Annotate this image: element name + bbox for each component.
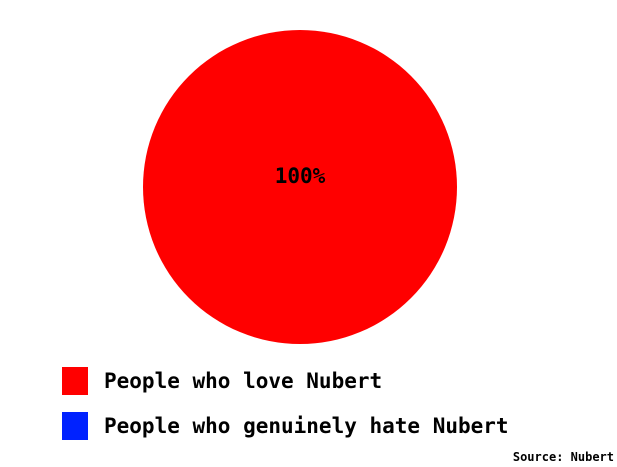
legend-item-love: People who love Nubert: [62, 366, 382, 396]
pie-slice-0: [143, 30, 457, 344]
source-note: Source: Nubert: [512, 450, 614, 464]
legend-item-hate: People who genuinely hate Nubert: [62, 411, 509, 441]
legend-label-hate: People who genuinely hate Nubert: [104, 414, 509, 438]
legend-label-love: People who love Nubert: [104, 369, 383, 393]
legend-swatch-hate: [62, 412, 88, 440]
pie-data-label-0: 100%: [275, 164, 326, 188]
pie-data-labels: 100%: [275, 164, 326, 188]
legend-swatch-love: [62, 367, 88, 395]
pie-slices: [143, 30, 457, 344]
